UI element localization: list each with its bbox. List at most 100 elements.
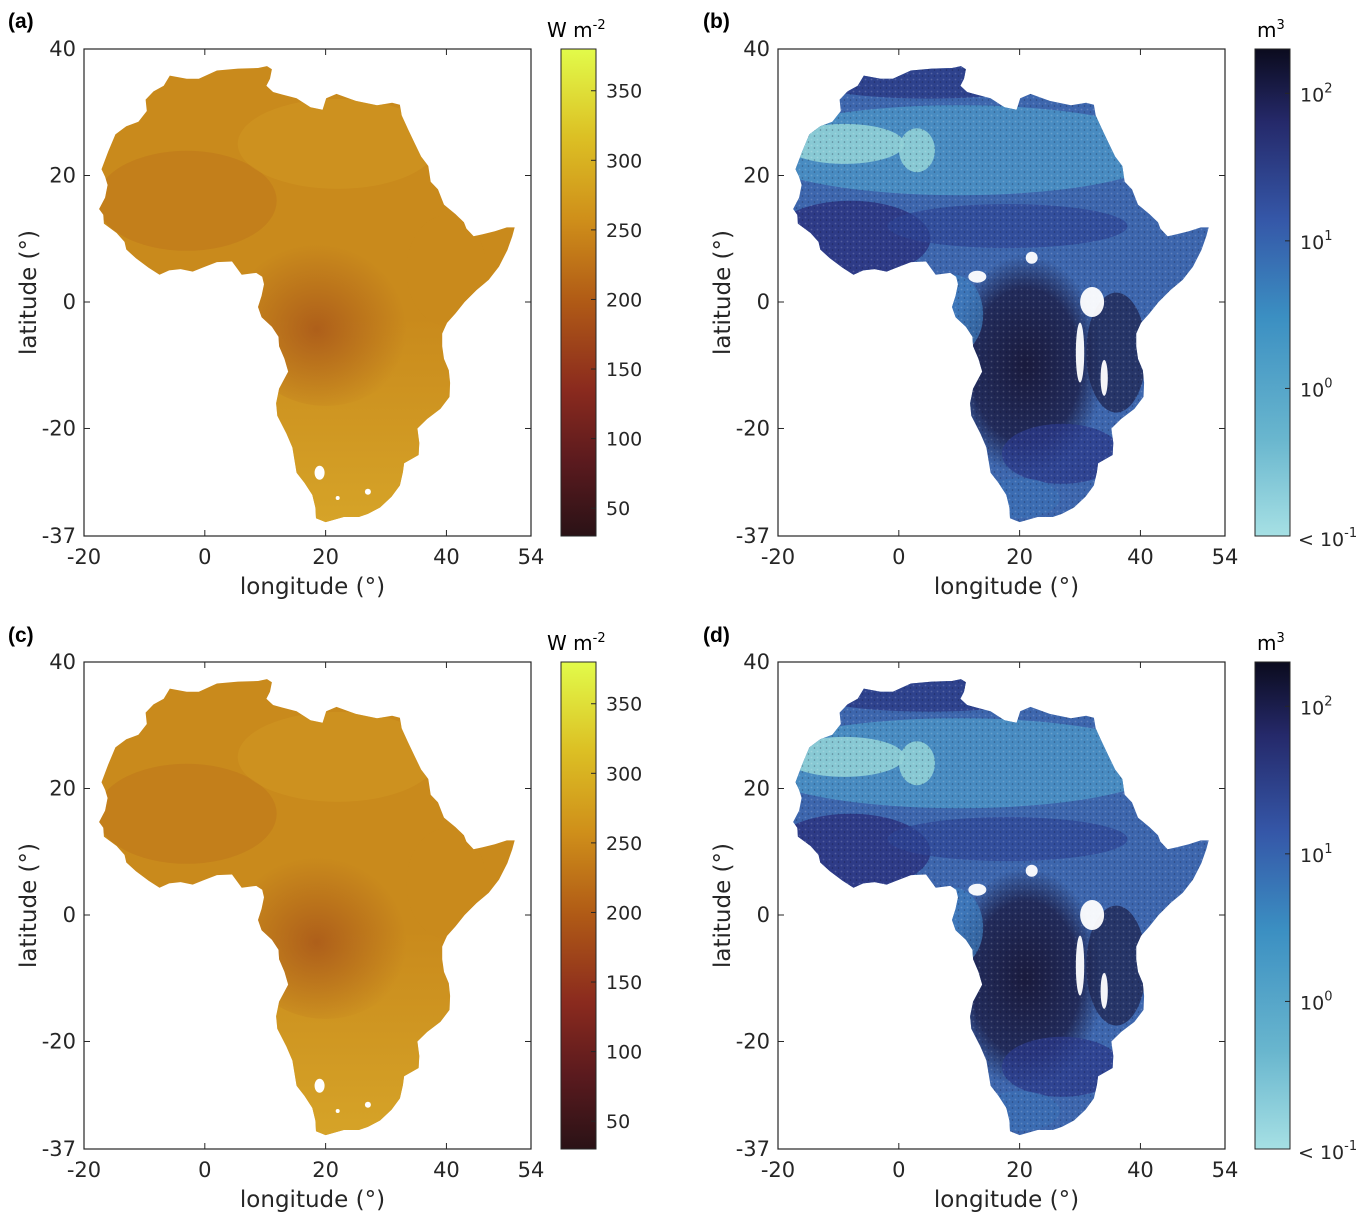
colorbar-unit-base: W m [547, 18, 593, 42]
colorbar-gradient [1254, 661, 1291, 1150]
y-tick-label: 20 [743, 776, 770, 800]
nodata-patch [335, 1109, 340, 1114]
y-tick-label: -37 [736, 524, 770, 548]
x-tick-label: -20 [761, 1158, 795, 1182]
axes-box [83, 661, 532, 1150]
colorbar-tick-label: 250 [606, 220, 642, 242]
panel-label: (d) [703, 624, 730, 647]
colorbar-gradient [1254, 48, 1291, 537]
panel-label: (b) [703, 10, 730, 33]
flux-horn-shade [406, 828, 487, 939]
x-tick-label: 54 [518, 1158, 545, 1182]
axes-box [83, 48, 532, 537]
colorbar-gradient [560, 661, 597, 1150]
colorbar-unit: m3 [1257, 631, 1285, 655]
y-tick-label: 0 [63, 903, 76, 927]
flux-horn-shade [406, 215, 487, 326]
flux-sahel-shade [99, 150, 277, 251]
nodata-patch [1075, 322, 1085, 383]
colorbar-unit-exponent: 3 [1276, 631, 1284, 646]
y-axis-label: latitude (°) [710, 230, 736, 355]
nodata-patch [1080, 286, 1105, 317]
nodata-patch [364, 1101, 371, 1108]
colorbar-bottom-label: < 10-1 [1298, 526, 1357, 551]
x-axis-label: longitude (°) [934, 1187, 1079, 1213]
colorbar-tick-label: 50 [606, 498, 630, 520]
colorbar-tick-exponent: 2 [1324, 81, 1332, 96]
colorbar-bottom-exponent: -1 [1344, 526, 1357, 541]
y-tick-label: 0 [757, 290, 770, 314]
y-tick-label: -37 [736, 1137, 770, 1161]
y-axis-label: latitude (°) [16, 230, 42, 355]
y-axis-label: latitude (°) [16, 843, 42, 968]
nodata-patch [335, 496, 340, 501]
colorbar-unit-base: m [1257, 18, 1276, 42]
colorbar-tick-base: 10 [1300, 992, 1324, 1014]
colorbar-bottom-base: < 10 [1298, 1142, 1344, 1164]
x-tick-label: 40 [1127, 545, 1154, 569]
nodata-patch [314, 465, 325, 480]
colorbar-unit: W m-2 [547, 631, 606, 655]
x-axis-label: longitude (°) [934, 574, 1079, 600]
colorbar-tick-base: 10 [1300, 845, 1324, 867]
colorbar-tick-label: 50 [606, 1111, 630, 1133]
colorbar-tick-exponent: 0 [1324, 376, 1332, 391]
y-tick-label: 20 [49, 776, 76, 800]
colorbar: W m-2 50 100 150 200 250 300 350 [547, 631, 642, 1150]
y-tick-label: 40 [743, 37, 770, 61]
y-tick-label: -20 [42, 416, 76, 440]
nodata-patch [1075, 935, 1085, 996]
colorbar-tick-base: 10 [1300, 697, 1324, 719]
nodata-patch [1100, 359, 1108, 396]
y-tick-label: -20 [736, 1029, 770, 1053]
x-axis-label: longitude (°) [240, 1187, 385, 1213]
colorbar-tick-label: 300 [606, 763, 642, 785]
colorbar-tick-label: 200 [606, 289, 642, 311]
colorbar: W m-2 50 100 150 200 250 300 350 [547, 18, 642, 537]
colorbar-tick-label: 150 [606, 359, 642, 381]
colorbar-tick-label: 101 [1300, 229, 1332, 254]
panel-label: (a) [8, 10, 34, 33]
colorbar-unit: m3 [1257, 18, 1285, 42]
nodata-patch [1080, 899, 1105, 930]
colorbar-tick-label: 200 [606, 902, 642, 924]
y-axis-label: latitude (°) [710, 843, 736, 968]
colorbar-tick-label: 100 [1300, 376, 1332, 401]
colorbar-tick-label: 101 [1300, 842, 1332, 867]
colorbar-bottom-label: < 10-1 [1298, 1139, 1357, 1164]
colorbar-tick-label: 300 [606, 150, 642, 172]
y-tick-label: 0 [63, 290, 76, 314]
colorbar-bottom-base: < 10 [1298, 529, 1344, 551]
colorbar-gradient [560, 48, 597, 537]
x-tick-label: 20 [312, 1158, 339, 1182]
nodata-patch [314, 1078, 325, 1093]
colorbar-tick-label: 100 [606, 1042, 642, 1064]
x-tick-label: 54 [1212, 545, 1239, 569]
x-axis-label: longitude (°) [240, 574, 385, 600]
colorbar-tick-label: 100 [1300, 989, 1332, 1014]
x-tick-label: 20 [1006, 1158, 1033, 1182]
x-tick-label: 40 [433, 545, 460, 569]
x-tick-label: -20 [67, 1158, 101, 1182]
colorbar-unit-exponent: 3 [1276, 18, 1284, 33]
flux-sahel-shade [99, 763, 277, 864]
axes-box [777, 48, 1226, 537]
colorbar-tick-label: 350 [606, 81, 642, 103]
y-tick-label: 20 [743, 163, 770, 187]
colorbar-tick-label: 350 [606, 694, 642, 716]
colorbar-unit: W m-2 [547, 18, 606, 42]
x-tick-label: 20 [312, 545, 339, 569]
x-tick-label: 54 [1212, 1158, 1239, 1182]
x-tick-label: 0 [198, 545, 211, 569]
panel-label: (c) [8, 624, 34, 647]
x-tick-label: 54 [518, 545, 545, 569]
y-tick-label: -37 [42, 524, 76, 548]
colorbar-tick-label: 150 [606, 972, 642, 994]
x-tick-label: 20 [1006, 545, 1033, 569]
